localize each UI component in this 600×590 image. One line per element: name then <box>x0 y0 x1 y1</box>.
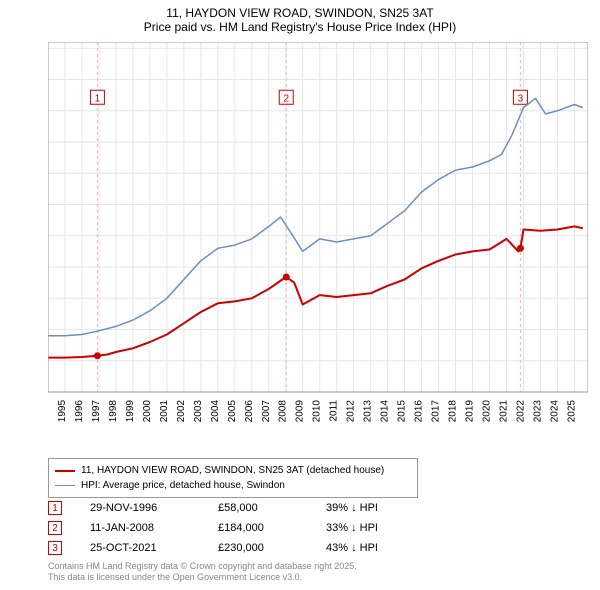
x-tick-label: 2012 <box>346 400 357 423</box>
x-tick-label: 2024 <box>549 400 560 423</box>
x-tick-label: 2020 <box>482 400 493 423</box>
x-tick-label: 2022 <box>515 400 526 423</box>
x-tick-label: 2007 <box>261 400 272 423</box>
sale-point-dot <box>517 245 524 252</box>
x-tick-label: 2004 <box>210 400 221 423</box>
footer-line-1: Contains HM Land Registry data © Crown c… <box>48 561 357 573</box>
legend-swatch <box>55 470 75 472</box>
sale-point-dot <box>283 274 290 281</box>
sales-row: 2 11-JAN-2008 £184,000 33% ↓ HPI <box>48 518 416 538</box>
sale-marker: 1 <box>48 501 62 515</box>
x-tick-label: 2014 <box>380 400 391 423</box>
x-tick-label: 2019 <box>465 400 476 423</box>
sale-marker: 3 <box>48 541 62 555</box>
x-tick-label: 2005 <box>227 400 238 423</box>
legend-row: 11, HAYDON VIEW ROAD, SWINDON, SN25 3AT … <box>55 463 411 478</box>
series-property <box>48 226 583 357</box>
footer-line-2: This data is licensed under the Open Gov… <box>48 572 357 584</box>
chart-title-block: 11, HAYDON VIEW ROAD, SWINDON, SN25 3AT … <box>0 0 600 34</box>
x-tick-label: 2003 <box>193 400 204 423</box>
x-tick-label: 1996 <box>74 400 85 423</box>
sale-price: £58,000 <box>218 502 298 514</box>
sale-date: 29-NOV-1996 <box>90 502 190 514</box>
x-tick-label: 2008 <box>278 400 289 423</box>
sale-date: 11-JAN-2008 <box>90 522 190 534</box>
x-tick-label: 1997 <box>91 400 102 423</box>
x-tick-label: 1995 <box>57 400 68 423</box>
sale-price: £230,000 <box>218 542 298 554</box>
legend-swatch <box>55 485 75 487</box>
chart-area: £0£50K£100K£150K£200K£250K£300K£350K£400… <box>48 42 588 430</box>
x-tick-label: 2010 <box>312 400 323 423</box>
sale-marker-num: 2 <box>283 93 289 104</box>
footer-attribution: Contains HM Land Registry data © Crown c… <box>48 561 357 584</box>
x-tick-label: 2009 <box>295 400 306 423</box>
series-hpi <box>48 98 583 335</box>
x-tick-label: 2002 <box>176 400 187 423</box>
sale-pct: 43% ↓ HPI <box>326 542 416 554</box>
sale-pct: 33% ↓ HPI <box>326 522 416 534</box>
sales-row: 3 25-OCT-2021 £230,000 43% ↓ HPI <box>48 538 416 558</box>
page-container: 11, HAYDON VIEW ROAD, SWINDON, SN25 3AT … <box>0 0 600 590</box>
x-tick-label: 2025 <box>566 400 577 423</box>
title-line-2: Price paid vs. HM Land Registry's House … <box>0 20 600 34</box>
x-tick-label: 2015 <box>397 400 408 423</box>
x-tick-label: 2016 <box>414 400 425 423</box>
x-tick-label: 2000 <box>142 400 153 423</box>
x-tick-label: 1994 <box>48 400 51 423</box>
title-line-1: 11, HAYDON VIEW ROAD, SWINDON, SN25 3AT <box>0 6 600 20</box>
legend-row: HPI: Average price, detached house, Swin… <box>55 478 411 493</box>
x-tick-label: 1998 <box>108 400 119 423</box>
sale-price: £184,000 <box>218 522 298 534</box>
sale-pct: 39% ↓ HPI <box>326 502 416 514</box>
sales-table: 1 29-NOV-1996 £58,000 39% ↓ HPI 2 11-JAN-2008… <box>48 498 416 558</box>
x-tick-label: 2017 <box>431 400 442 423</box>
legend-box: 11, HAYDON VIEW ROAD, SWINDON, SN25 3AT … <box>48 458 418 498</box>
x-tick-label: 2011 <box>329 400 340 422</box>
chart-svg: £0£50K£100K£150K£200K£250K£300K£350K£400… <box>48 42 588 430</box>
x-tick-label: 2021 <box>498 400 509 423</box>
x-tick-label: 2023 <box>532 400 543 423</box>
x-tick-label: 2018 <box>448 400 459 423</box>
x-tick-label: 2001 <box>159 400 170 423</box>
sale-date: 25-OCT-2021 <box>90 542 190 554</box>
sale-point-dot <box>94 352 101 359</box>
x-tick-label: 1999 <box>125 400 136 423</box>
legend-label: HPI: Average price, detached house, Swin… <box>81 478 285 493</box>
legend-label: 11, HAYDON VIEW ROAD, SWINDON, SN25 3AT … <box>81 463 384 478</box>
sale-marker-num: 1 <box>95 93 101 104</box>
sale-marker-num: 3 <box>518 93 524 104</box>
sale-marker: 2 <box>48 521 62 535</box>
x-tick-label: 2013 <box>363 400 374 423</box>
sales-row: 1 29-NOV-1996 £58,000 39% ↓ HPI <box>48 498 416 518</box>
x-tick-label: 2006 <box>244 400 255 423</box>
